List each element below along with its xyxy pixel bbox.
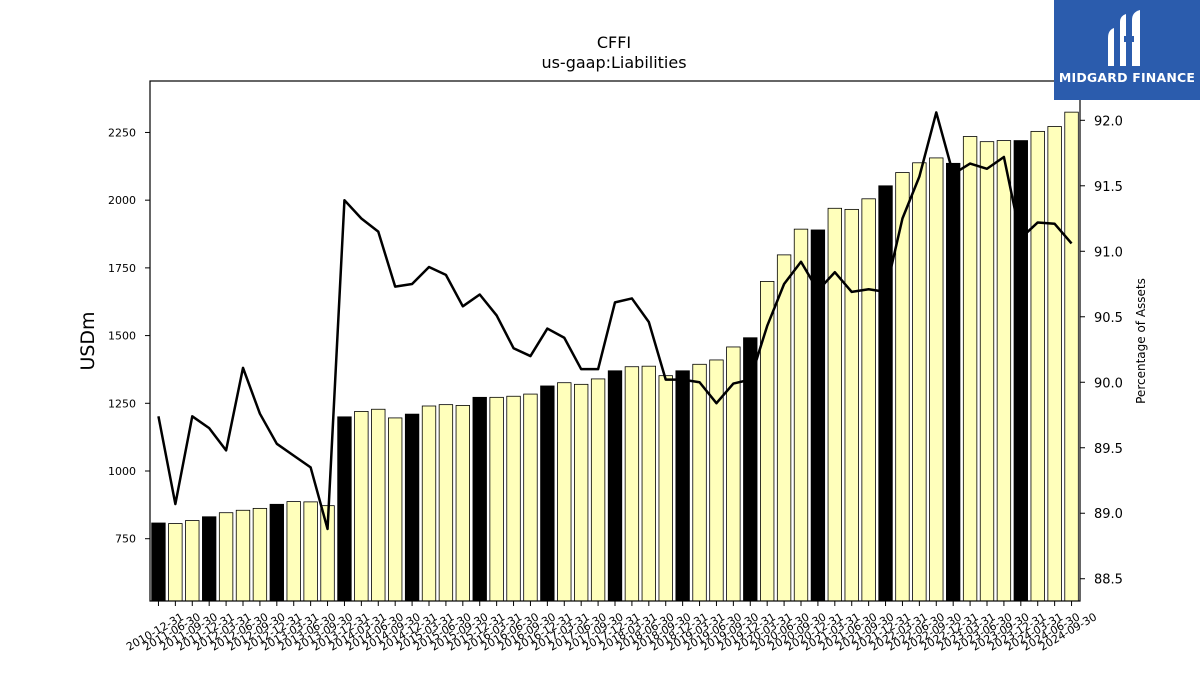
y2-tick-label: 91.5 [1094, 180, 1123, 195]
logo-text: MIDGARD FINANCE [1058, 70, 1196, 85]
bar-2020-09-30 [793, 228, 809, 602]
bar-2014-06-30 [371, 408, 386, 602]
y2-tick-label: 88.5 [1094, 573, 1123, 588]
bar-2023-03-31 [962, 136, 978, 602]
bar-2016-06-30 [506, 395, 521, 602]
bar-2012-06-30 [235, 509, 251, 602]
bar-2012-09-30 [252, 507, 268, 602]
bar-2023-09-30 [996, 140, 1012, 602]
bar-2014-12-31 [404, 413, 420, 602]
bar-2018-03-31 [624, 366, 640, 602]
bar-2017-03-31 [557, 382, 572, 602]
bar-2013-12-31 [337, 416, 352, 602]
y-tick-label: 1500 [108, 330, 136, 343]
bar-2011-12-31 [202, 516, 217, 602]
bar-2019-03-31 [692, 363, 707, 602]
bar-2018-12-31 [675, 370, 690, 602]
chart-subtitle: us-gaap:Liabilities [541, 53, 686, 72]
midgard-logo-icon [1108, 10, 1140, 66]
bar-2011-09-30 [185, 520, 200, 602]
bar-2015-06-30 [438, 404, 454, 602]
bar-2021-12-31 [878, 185, 893, 602]
bar-2021-03-31 [827, 207, 842, 602]
axes-group: 750 1000 1250 1500 1750 2000 2250 88.5 89.0 89.5 9… [108, 80, 1123, 654]
bar-2024-06-30 [1047, 126, 1062, 602]
chart-title: CFFI [597, 33, 631, 52]
bar-2015-03-31 [421, 405, 437, 602]
y-tick-label: 1000 [108, 465, 136, 478]
y2-tick-label: 89.0 [1094, 507, 1123, 522]
y2-tick-label: 91.0 [1094, 245, 1123, 260]
bars-group [151, 111, 1079, 602]
bar-2024-09-30 [1064, 111, 1079, 602]
bar-2014-03-31 [354, 411, 369, 602]
y-tick-label: 750 [115, 533, 136, 546]
bar-2020-06-30 [776, 254, 792, 602]
bar-2021-09-30 [861, 198, 876, 602]
bar-2021-06-30 [844, 208, 859, 602]
bar-2022-09-30 [929, 157, 944, 602]
bar-2023-06-30 [979, 141, 995, 602]
bar-2017-09-30 [590, 378, 606, 602]
y-tick-label: 2250 [108, 126, 136, 139]
y2-tick-label: 89.5 [1094, 442, 1123, 457]
bar-2011-06-30 [168, 523, 183, 602]
bar-2017-06-30 [574, 383, 589, 602]
bar-2018-06-30 [641, 365, 656, 602]
bar-2013-03-31 [286, 501, 301, 602]
y-tick-label: 1250 [108, 397, 136, 410]
y2-tick-label: 90.0 [1094, 376, 1123, 391]
bar-2012-03-31 [218, 512, 234, 602]
y-tick-label: 2000 [108, 194, 136, 207]
y2-tick-label: 92.0 [1094, 114, 1123, 129]
bar-2013-06-30 [303, 501, 318, 602]
line-group [157, 111, 1073, 531]
bar-2015-12-31 [472, 396, 487, 602]
logo: MIDGARD FINANCE [1054, 0, 1200, 100]
bar-2022-12-31 [946, 162, 961, 602]
bar-2014-09-30 [388, 417, 403, 602]
bar-2012-12-31 [269, 503, 284, 602]
y2-axis-label: Percentage of Assets [1134, 278, 1148, 404]
y-axis-label: USDm [77, 311, 99, 370]
bar-2010-12-31 [151, 522, 166, 602]
y-tick-label: 1750 [108, 262, 136, 275]
bar-2016-03-31 [489, 396, 504, 602]
bar-2017-12-31 [607, 370, 623, 602]
bar-2022-06-30 [912, 162, 927, 602]
bar-2016-12-31 [540, 385, 555, 602]
bar-2018-09-30 [658, 375, 673, 602]
bar-2024-03-31 [1030, 130, 1045, 602]
bar-2015-09-30 [455, 405, 470, 602]
y2-tick-label: 90.5 [1094, 311, 1123, 326]
bar-2016-09-30 [523, 393, 538, 602]
